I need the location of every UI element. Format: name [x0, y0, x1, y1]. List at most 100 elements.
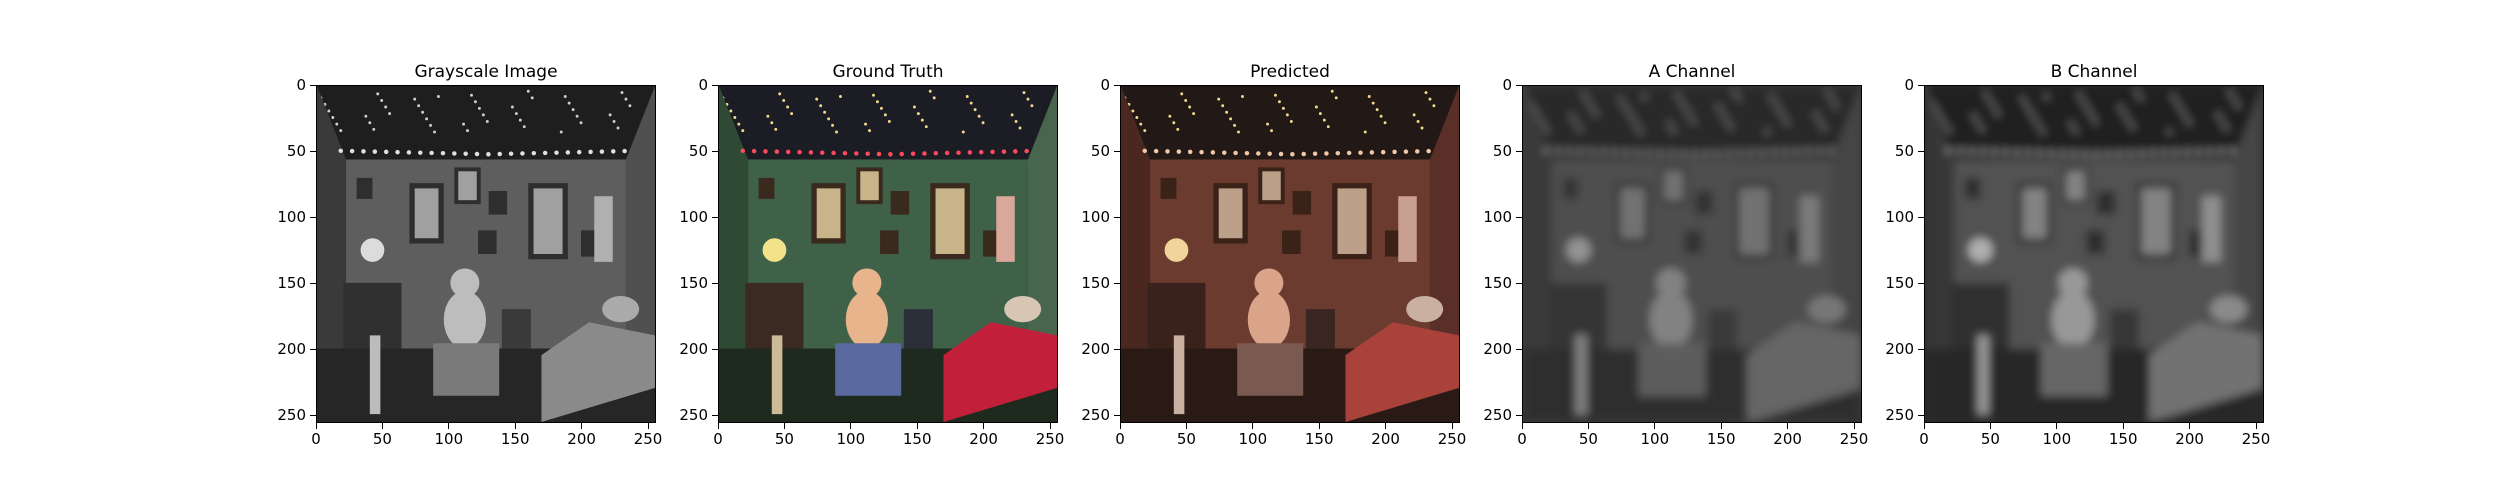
x-tick-label: 250 [2241, 430, 2271, 448]
x-tick-mark [1385, 423, 1387, 429]
x-tick-mark [983, 423, 985, 429]
x-tick-label: 50 [1176, 430, 1196, 448]
y-tick-label: 0 [1100, 76, 1110, 94]
panel-image [316, 85, 656, 423]
y-tick-label: 50 [1492, 142, 1512, 161]
x-tick-mark [1989, 423, 1991, 429]
y-tick-label: 0 [296, 76, 306, 94]
y-tick-label: 150 [1483, 274, 1512, 293]
y-tick-mark [712, 216, 718, 218]
x-tick-mark [381, 423, 383, 429]
x-tick-mark [1318, 423, 1320, 429]
x-tick-label: 150 [1304, 430, 1334, 448]
x-tick-mark [1119, 423, 1121, 429]
x-tick-mark [1923, 423, 1925, 429]
y-tick-label: 0 [1904, 76, 1914, 94]
y-tick-mark [310, 414, 316, 416]
y-tick-label: 250 [1885, 406, 1914, 425]
x-tick-label: 50 [372, 430, 392, 448]
y-tick-label: 150 [277, 274, 306, 293]
y-tick-mark [1918, 216, 1924, 218]
x-tick-label: 0 [1517, 430, 1527, 448]
y-tick-label: 200 [277, 340, 306, 359]
y-tick-label: 250 [1081, 406, 1110, 425]
x-tick-label: 0 [713, 430, 723, 448]
x-tick-mark [315, 423, 317, 429]
y-tick-mark [1918, 150, 1924, 152]
y-tick-mark [1114, 348, 1120, 350]
x-tick-label: 250 [633, 430, 663, 448]
x-tick-label: 100 [1640, 430, 1670, 448]
x-tick-mark [1787, 423, 1789, 429]
y-tick-label: 100 [1081, 208, 1110, 227]
x-tick-label: 200 [1773, 430, 1802, 448]
y-tick-label: 0 [1502, 76, 1512, 94]
x-tick-label: 250 [1437, 430, 1467, 448]
y-tick-mark [1918, 282, 1924, 284]
panel-4: A Channel [1483, 0, 1942, 500]
y-tick-mark [712, 414, 718, 416]
y-tick-label: 250 [679, 406, 708, 425]
x-tick-mark [1720, 423, 1722, 429]
x-tick-mark [1185, 423, 1187, 429]
x-tick-mark [1049, 423, 1051, 429]
panel-2: Ground Truth [679, 0, 1138, 500]
y-tick-label: 150 [1081, 274, 1110, 293]
y-tick-mark [1918, 414, 1924, 416]
y-tick-mark [1918, 348, 1924, 350]
y-tick-label: 50 [688, 142, 708, 161]
x-tick-label: 100 [1238, 430, 1268, 448]
x-tick-mark [1252, 423, 1254, 429]
y-tick-label: 50 [1090, 142, 1110, 161]
panel-image [1120, 85, 1460, 423]
x-tick-mark [916, 423, 918, 429]
y-tick-mark [712, 150, 718, 152]
x-tick-label: 150 [2108, 430, 2138, 448]
panel-5: B Channel [1885, 0, 2344, 500]
y-tick-mark [310, 282, 316, 284]
x-tick-label: 0 [311, 430, 321, 448]
y-tick-label: 150 [679, 274, 708, 293]
y-tick-mark [310, 348, 316, 350]
y-tick-mark [310, 84, 316, 86]
y-tick-label: 200 [1483, 340, 1512, 359]
x-tick-mark [647, 423, 649, 429]
x-tick-label: 150 [500, 430, 530, 448]
y-tick-label: 100 [1885, 208, 1914, 227]
panel-title: B Channel [2050, 62, 2138, 82]
x-tick-label: 50 [774, 430, 794, 448]
y-tick-mark [310, 216, 316, 218]
y-tick-label: 100 [679, 208, 708, 227]
panel-title: Grayscale Image [414, 62, 558, 82]
x-tick-label: 150 [902, 430, 932, 448]
y-tick-mark [1114, 150, 1120, 152]
y-tick-label: 50 [286, 142, 306, 161]
x-tick-label: 100 [836, 430, 866, 448]
y-tick-mark [1114, 414, 1120, 416]
x-tick-label: 200 [2175, 430, 2204, 448]
x-tick-label: 100 [2042, 430, 2072, 448]
y-tick-label: 50 [1894, 142, 1914, 161]
y-tick-label: 100 [277, 208, 306, 227]
y-tick-mark [1114, 282, 1120, 284]
x-tick-mark [1587, 423, 1589, 429]
x-tick-mark [783, 423, 785, 429]
y-tick-mark [712, 282, 718, 284]
y-tick-label: 200 [1081, 340, 1110, 359]
x-tick-label: 50 [1578, 430, 1598, 448]
y-tick-label: 200 [679, 340, 708, 359]
x-tick-label: 250 [1035, 430, 1065, 448]
x-tick-mark [1521, 423, 1523, 429]
x-tick-mark [2122, 423, 2124, 429]
x-tick-label: 0 [1919, 430, 1929, 448]
y-tick-mark [1516, 414, 1522, 416]
y-tick-label: 250 [1483, 406, 1512, 425]
y-tick-label: 200 [1885, 340, 1914, 359]
y-tick-mark [310, 150, 316, 152]
panel-title: A Channel [1648, 62, 1736, 82]
y-tick-mark [1114, 84, 1120, 86]
y-tick-mark [1114, 216, 1120, 218]
x-tick-label: 100 [434, 430, 464, 448]
panel-3: Predicted [1081, 0, 1540, 500]
